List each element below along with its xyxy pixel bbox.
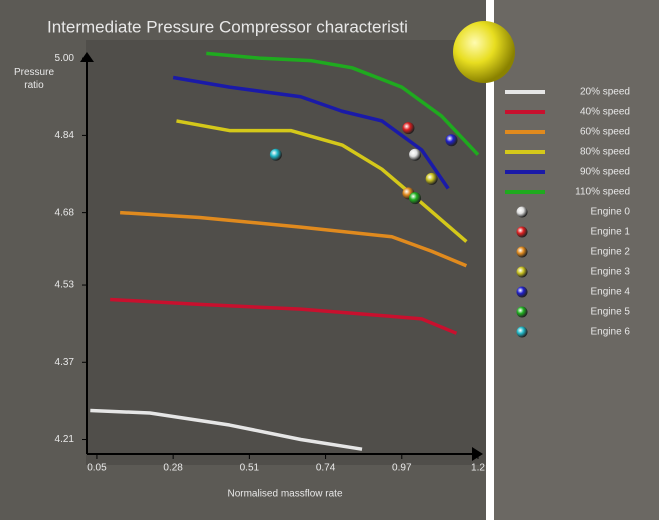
- legend-label: 40% speed: [580, 107, 630, 118]
- legend-label: 110% speed: [575, 187, 630, 198]
- speed-line: [110, 297, 458, 335]
- legend-label: 20% speed: [580, 87, 630, 98]
- engine-point: [269, 148, 282, 161]
- y-tick-label: 4.21: [55, 434, 75, 445]
- y-tick-label: 4.53: [55, 280, 75, 291]
- x-tick-label: 0.28: [163, 463, 183, 474]
- legend-label: Engine 6: [591, 327, 631, 338]
- x-tick-label: 0.97: [392, 463, 412, 474]
- engine-point: [409, 192, 422, 205]
- y-axis-label: Pressure ratio: [13, 67, 54, 91]
- x-tick-label: 0.05: [87, 463, 107, 474]
- speed-line: [206, 51, 480, 156]
- engine-point: [425, 172, 438, 185]
- x-axis-label: Normalised massflow rate: [227, 489, 342, 500]
- engine-point: [402, 122, 415, 135]
- x-tick-label: 0.74: [316, 463, 336, 474]
- legend-label: Engine 3: [591, 267, 631, 278]
- legend-label: Engine 4: [591, 287, 631, 298]
- legend-marker: [516, 266, 528, 278]
- legend-marker: [516, 286, 528, 298]
- legend-marker: [516, 326, 528, 338]
- engine-point: [409, 148, 422, 161]
- chart-title: Intermediate Pressure Compressor charact…: [47, 17, 408, 36]
- legend-label: Engine 2: [591, 247, 631, 258]
- legend-label: Engine 5: [591, 307, 631, 318]
- speed-line: [172, 75, 450, 190]
- legend-label: Engine 0: [591, 207, 631, 218]
- legend-label: 90% speed: [580, 167, 630, 178]
- y-tick-label: 4.84: [55, 130, 75, 141]
- y-tick-label: 4.37: [55, 357, 75, 368]
- speed-line: [176, 119, 468, 243]
- speed-line: [120, 210, 468, 268]
- legend-marker: [516, 226, 528, 238]
- plot-area: [86, 40, 486, 465]
- legend-marker: [516, 246, 528, 258]
- legend-panel: [494, 0, 659, 520]
- decorative-ball: [453, 21, 515, 83]
- y-axis-arrow: [80, 52, 94, 62]
- speed-line: [90, 408, 363, 451]
- y-tick-label: 5.00: [55, 53, 75, 64]
- legend-marker: [516, 306, 528, 318]
- legend-label: 60% speed: [580, 127, 630, 138]
- x-axis-arrow: [472, 447, 483, 461]
- legend-marker: [516, 206, 528, 218]
- y-tick-label: 4.68: [55, 207, 75, 218]
- legend-label: Engine 1: [591, 227, 631, 238]
- legend-label: 80% speed: [580, 147, 630, 158]
- x-tick-label: 1.2: [471, 463, 485, 474]
- engine-point: [445, 134, 458, 147]
- x-tick-label: 0.51: [240, 463, 260, 474]
